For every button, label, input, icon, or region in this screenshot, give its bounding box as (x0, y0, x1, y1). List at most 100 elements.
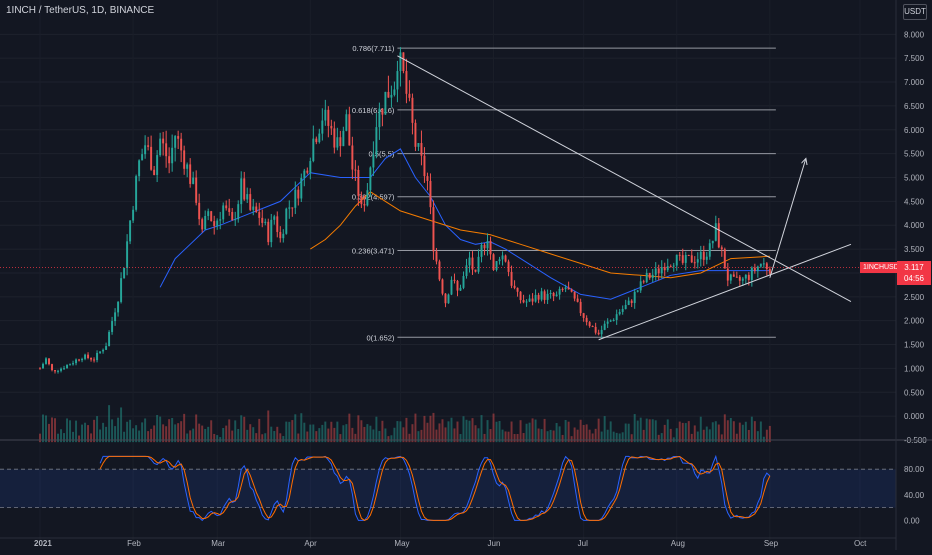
candle-body (288, 207, 291, 209)
candle-body (432, 207, 435, 252)
candle-body (429, 180, 432, 208)
candle-body (618, 311, 621, 315)
volume-bar (732, 421, 735, 443)
candle-body (672, 265, 675, 267)
volume-bar (339, 434, 342, 443)
volume-bar (531, 418, 534, 443)
candle-body (318, 133, 321, 143)
candle-body (153, 169, 156, 175)
candle-body (744, 274, 747, 279)
volume-bar (345, 424, 348, 443)
volume-bar (705, 426, 708, 443)
volume-bar (96, 416, 99, 443)
fibonacci-retracement[interactable]: 0.786(7.711) 0.618(6.416) 0.5(5.5) 0.382(4.… (352, 44, 776, 342)
volume-bar (399, 421, 402, 443)
volume-bar (417, 431, 420, 443)
fib-level-label: 0.236(3.471) (352, 246, 395, 255)
drawings[interactable] (0, 55, 896, 341)
candle-body (492, 254, 495, 270)
candle-body (39, 368, 41, 370)
stoch-d-line (99, 455, 771, 521)
volume-bar (573, 427, 576, 443)
volume-bar (84, 422, 87, 443)
fib-level-label: 0.618(6.416) (352, 106, 395, 115)
candle-body (417, 143, 420, 147)
candle-body (552, 292, 555, 297)
candle-body (135, 176, 138, 210)
candle-body (360, 195, 363, 205)
candle-body (264, 221, 267, 223)
candle-body (486, 240, 489, 249)
volume-bar (357, 415, 360, 443)
volume-bar (102, 422, 105, 443)
candle-body (132, 209, 135, 221)
candle-body (663, 267, 666, 271)
volume-bar (492, 413, 495, 443)
candle-body (282, 233, 285, 239)
volume-bar (204, 428, 207, 443)
candle-body (510, 271, 513, 286)
volume-bar (249, 424, 252, 443)
candle-body (585, 317, 588, 323)
candle-body (465, 265, 468, 277)
candle-body (702, 251, 705, 260)
candle-body (735, 276, 738, 278)
volume-bar (303, 422, 306, 443)
volume-bar (444, 427, 447, 443)
candle-body (207, 211, 210, 216)
volume-bar (354, 433, 357, 443)
volume-bar (501, 429, 504, 443)
volume-bar (309, 424, 312, 443)
volume-bar (381, 420, 384, 443)
fib-level-label: 0.786(7.711) (352, 44, 394, 53)
candle-body (315, 138, 318, 143)
volume-bar (453, 428, 456, 443)
candle-body (546, 293, 549, 300)
candle-body (594, 326, 597, 333)
candle-body (165, 143, 168, 157)
y-tick-label: 6.000 (904, 126, 925, 135)
candle-body (684, 254, 687, 263)
candle-body (615, 314, 618, 320)
candle-body (372, 154, 375, 168)
candle-body (414, 122, 417, 147)
volume-bar (576, 429, 579, 443)
volume-bar (267, 410, 270, 443)
candle-body (48, 358, 50, 365)
y-tick-label: 8.000 (904, 30, 925, 39)
candle-body (63, 368, 66, 370)
volume-bar (288, 421, 291, 443)
candle-body (723, 249, 726, 269)
candle-body (450, 279, 453, 295)
volume-bar (489, 429, 492, 443)
candle-body (714, 223, 717, 241)
candle-body (489, 240, 492, 255)
fib-level-label: 0.382(4.597) (352, 193, 395, 202)
currency-badge[interactable]: USDT (903, 4, 927, 20)
symbol-title[interactable]: 1INCH / TetherUS, 1D, BINANCE (6, 5, 155, 16)
candle-body (513, 285, 516, 288)
volume-bar (159, 416, 162, 443)
volume-bar (720, 434, 723, 443)
volume-bar (138, 430, 141, 443)
volume-bar (600, 431, 603, 443)
volume-bar (699, 416, 702, 443)
y-tick-label: 7.500 (904, 54, 925, 63)
volume-bar (582, 424, 585, 443)
candle-body (300, 177, 303, 199)
candle-body (750, 267, 753, 280)
candle-body (69, 364, 72, 366)
volume-bar (741, 424, 744, 443)
volume-bar (693, 425, 696, 443)
volume-bar (90, 433, 93, 443)
volume-bar (60, 429, 63, 443)
volume-bar (375, 416, 378, 443)
volume-bar (300, 413, 303, 443)
volume-bar (534, 419, 537, 443)
candle-body (447, 294, 450, 304)
candle-body (729, 274, 732, 281)
candle-body (570, 289, 573, 292)
volume-bar (768, 425, 771, 443)
candle-body (174, 136, 177, 148)
